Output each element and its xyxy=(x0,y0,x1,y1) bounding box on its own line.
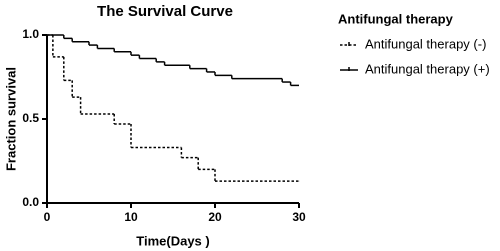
legend-label: Antifungal therapy (+) xyxy=(365,61,490,76)
x-tick-label: 20 xyxy=(208,210,222,224)
x-tick-label: 30 xyxy=(292,210,306,224)
y-tick-label: 1.0 xyxy=(22,27,39,41)
x-tick-label: 0 xyxy=(44,210,51,224)
legend-label: Antifungal therapy (-) xyxy=(365,36,486,51)
chart-title: The Survival Curve xyxy=(97,3,233,20)
y-tick-label: 0.0 xyxy=(22,195,39,209)
legend-title: Antifungal therapy xyxy=(338,11,454,26)
y-axis-label: Fraction survival xyxy=(3,67,18,171)
x-axis-label: Time(Days ) xyxy=(136,233,209,248)
x-tick-label: 10 xyxy=(124,210,138,224)
y-tick-label: 0.5 xyxy=(22,111,39,125)
